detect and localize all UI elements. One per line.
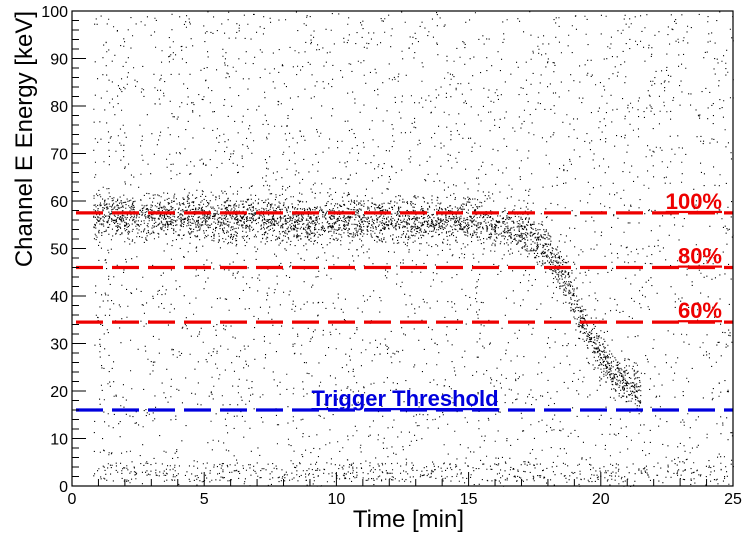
y-tick-label: 20 [50,384,68,401]
y-tick-label: 90 [50,52,68,69]
x-tick-label: 25 [724,491,742,508]
y-tick-label: 80 [50,99,68,116]
reference-line-label: Trigger Threshold [311,386,498,411]
x-tick-label: 5 [200,491,209,508]
plot-border [71,10,734,487]
y-axis-title: Channel E Energy [keV] [11,11,38,267]
x-tick-label: 20 [592,491,610,508]
x-axis-title: Time [min] [353,506,464,533]
y-tick-label: 30 [50,337,68,354]
y-tick-label: 0 [59,479,68,496]
x-tick-label: 15 [460,491,478,508]
y-tick-label: 60 [50,194,68,211]
plot-frame [71,10,734,487]
reference-line-label: 80% [678,244,722,269]
y-tick-label: 70 [50,147,68,164]
y-tick-label: 10 [50,432,68,449]
y-tick-label: 50 [50,242,68,259]
reference-lines: 100% 80% 60% Trigger Threshold [76,189,733,412]
reference-line-label: 60% [678,298,722,323]
reference-line-label: 100% [666,189,722,214]
y-tick-label: 100 [41,4,68,21]
x-tick-label: 10 [328,491,346,508]
scatter-points [93,11,734,487]
y-tick-label: 40 [50,289,68,306]
x-tick-label: 0 [68,491,77,508]
scatter-point-cloud [93,11,734,487]
axis-ticks: 0 5 10 15 20 25 0 10 20 30 40 50 60 70 80 90 100 [41,4,742,508]
